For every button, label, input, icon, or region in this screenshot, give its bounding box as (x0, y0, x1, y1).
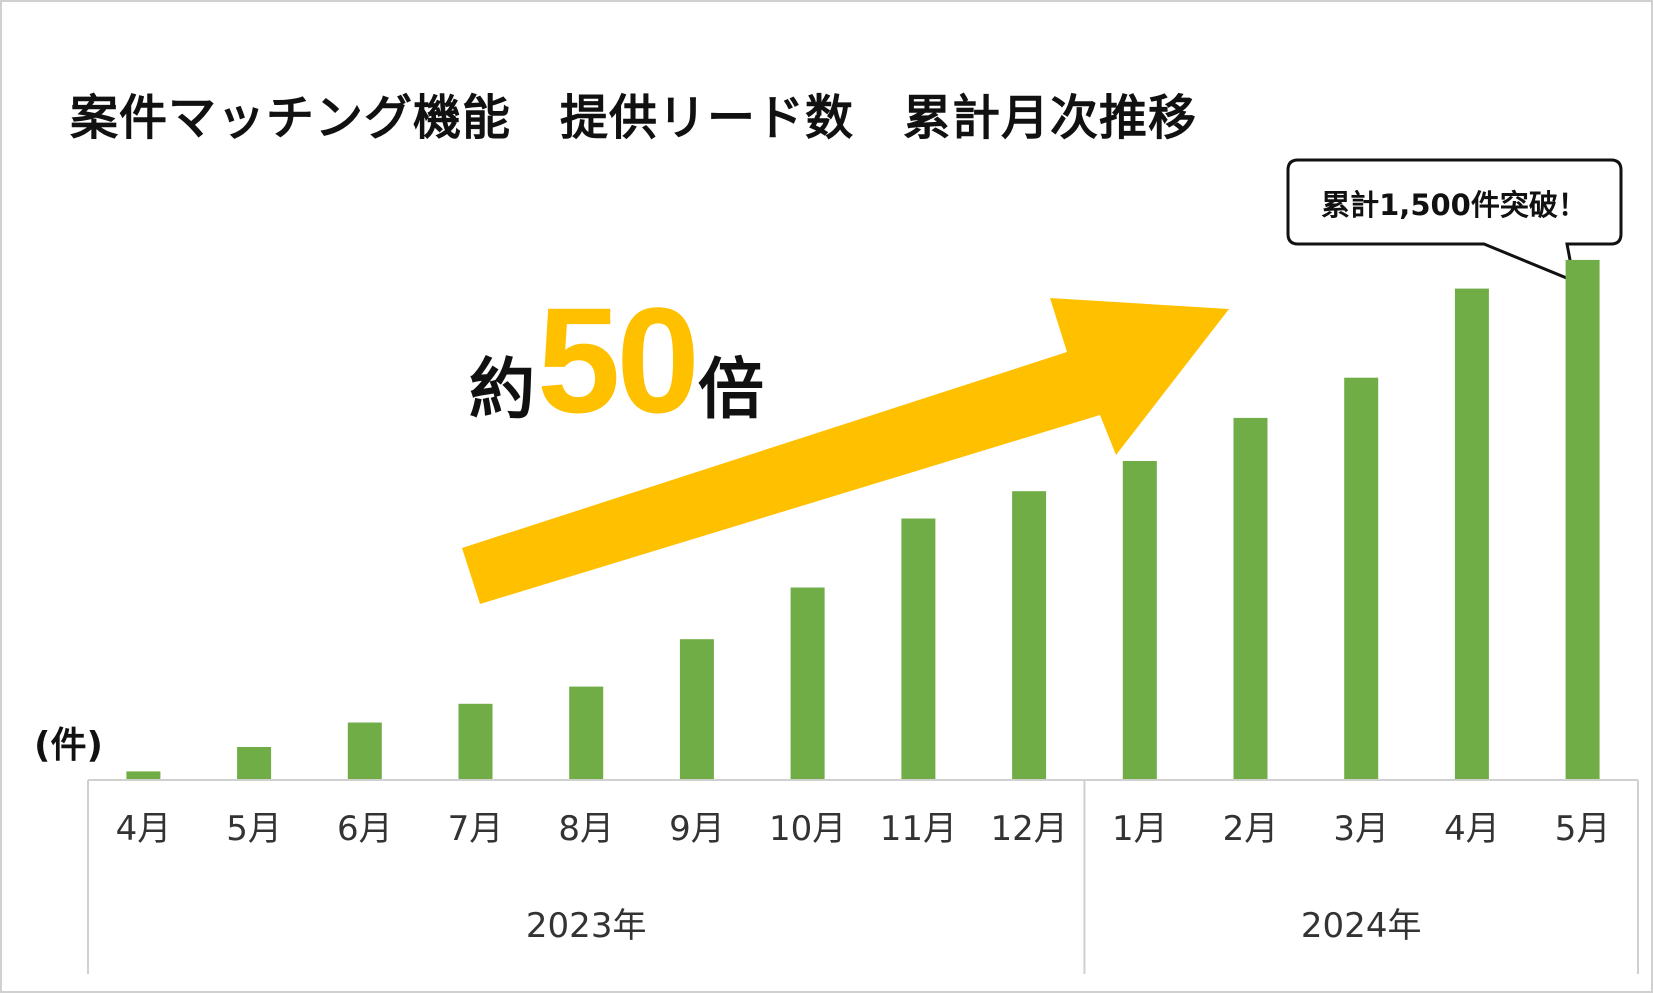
bar-5 (569, 686, 604, 780)
x-tick-label: 12月 (990, 809, 1067, 849)
year-label: 2024年 (1301, 906, 1422, 946)
x-tick-label: 3月 (1333, 809, 1389, 849)
bar-4 (458, 703, 493, 780)
bar-11 (1233, 417, 1268, 780)
bar-3 (347, 722, 382, 780)
x-tick-label: 11月 (880, 809, 957, 849)
bar-7 (790, 587, 825, 780)
bar-12 (1344, 377, 1379, 780)
multiplier-number: 50 (537, 276, 700, 444)
bar-8 (901, 518, 936, 780)
bars-group (126, 259, 1600, 780)
bar-2 (237, 747, 272, 780)
bar-1 (126, 771, 161, 780)
x-tick-labels: 4月 5月 6月 7月 8月 9月 10月 11月 12月 1月 2月 3月 4月 5月 (116, 809, 1611, 849)
x-tick-label: 1月 (1112, 809, 1168, 849)
x-tick-label: 10月 (769, 809, 846, 849)
trend-arrow (462, 298, 1229, 604)
callout-text: 累計1,500件突破！ (1321, 188, 1587, 222)
x-tick-label: 6月 (337, 809, 393, 849)
bar-9 (1012, 491, 1047, 780)
multiplier-prefix: 約 (469, 351, 535, 428)
x-tick-label: 4月 (116, 809, 172, 849)
x-tick-label: 9月 (669, 809, 725, 849)
bar-13 (1454, 288, 1489, 780)
x-tick-label: 5月 (1555, 809, 1611, 849)
bar-6 (679, 639, 714, 780)
x-tick-label: 5月 (226, 809, 282, 849)
x-tick-label: 2月 (1223, 809, 1279, 849)
growth-multiplier: 約50倍 (469, 274, 764, 447)
bar-14 (1565, 259, 1600, 780)
year-labels: 2023年 2024年 (526, 906, 1422, 946)
chart-title: 案件マッチング機能 提供リード数 累計月次推移 (70, 90, 1198, 146)
y-unit-label: (件) (34, 725, 103, 766)
x-tick-label: 7月 (448, 809, 504, 849)
year-label: 2023年 (526, 906, 647, 946)
x-axis (87, 779, 1639, 974)
x-tick-label: 8月 (558, 809, 614, 849)
bar-10 (1122, 461, 1157, 780)
x-tick-label: 4月 (1444, 809, 1500, 849)
multiplier-suffix: 倍 (697, 351, 764, 428)
